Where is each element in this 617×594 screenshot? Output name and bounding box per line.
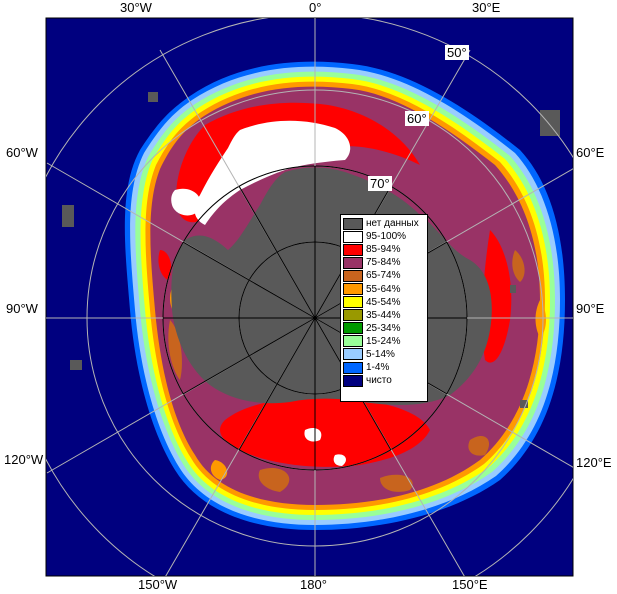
lat-label-70: 70° xyxy=(368,176,392,191)
legend-item: 5-14% xyxy=(343,348,427,361)
legend-swatch xyxy=(343,243,363,256)
legend-swatch xyxy=(343,309,363,322)
lon-label-150w: 150°W xyxy=(138,577,178,592)
lon-label-90e: 90°E xyxy=(576,301,605,316)
legend-label: 15-24% xyxy=(366,335,401,347)
legend-label: 55-64% xyxy=(366,283,401,295)
legend-item: 65-74% xyxy=(343,269,427,282)
legend-item: 85-94% xyxy=(343,243,427,256)
legend-label: 45-54% xyxy=(366,296,401,308)
lon-label-30w: 30°W xyxy=(120,0,152,15)
legend-item: 95-100% xyxy=(343,230,427,243)
lat-label-50: 50° xyxy=(445,45,469,60)
legend-label: нет данных xyxy=(366,218,419,230)
legend-swatch xyxy=(343,217,363,230)
legend-label: 1-4% xyxy=(366,362,390,374)
legend-label: 85-94% xyxy=(366,244,401,256)
lat-label-60: 60° xyxy=(405,111,429,126)
legend-swatch xyxy=(343,256,363,269)
lon-label-30e: 30°E xyxy=(472,0,501,15)
legend-item: 25-34% xyxy=(343,322,427,335)
lon-label-60w: 60°W xyxy=(6,145,38,160)
legend-item: 45-54% xyxy=(343,296,427,309)
legend-swatch xyxy=(343,348,363,361)
legend-label: 35-44% xyxy=(366,309,401,321)
legend-swatch xyxy=(343,374,363,387)
legend-swatch xyxy=(343,361,363,374)
legend-swatch xyxy=(343,283,363,296)
legend: нет данных 95-100% 85-94% 75-84% 65-74% 55-64… xyxy=(340,214,428,402)
legend-swatch xyxy=(343,269,363,282)
legend-swatch xyxy=(343,322,363,335)
nodata-specks xyxy=(62,92,560,408)
legend-swatch xyxy=(343,335,363,348)
lon-label-120w: 120°W xyxy=(4,452,44,467)
lon-label-180: 180° xyxy=(300,577,327,592)
legend-item: 75-84% xyxy=(343,256,427,269)
legend-label: чисто xyxy=(366,375,392,387)
ice-65-74-patches xyxy=(168,250,525,492)
ice-95-100-zones xyxy=(171,120,351,466)
legend-swatch xyxy=(343,230,363,243)
legend-label: 65-74% xyxy=(366,270,401,282)
legend-item: 15-24% xyxy=(343,335,427,348)
ice-85-94-zones xyxy=(158,102,512,467)
lon-label-90w: 90°W xyxy=(6,301,38,316)
legend-item: 35-44% xyxy=(343,309,427,322)
lon-label-150e: 150°E xyxy=(452,577,488,592)
legend-label: 75-84% xyxy=(366,257,401,269)
legend-label: 95-100% xyxy=(366,231,407,243)
lon-label-0: 0° xyxy=(309,0,322,15)
legend-item: чисто xyxy=(343,374,427,387)
legend-swatch xyxy=(343,296,363,309)
legend-label: 5-14% xyxy=(366,348,395,360)
lon-label-60e: 60°E xyxy=(576,145,605,160)
legend-item: нет данных xyxy=(343,217,427,230)
legend-item: 1-4% xyxy=(343,361,427,374)
legend-item: 55-64% xyxy=(343,282,427,296)
legend-label: 25-34% xyxy=(366,322,401,334)
lon-label-120e: 120°E xyxy=(576,455,612,470)
